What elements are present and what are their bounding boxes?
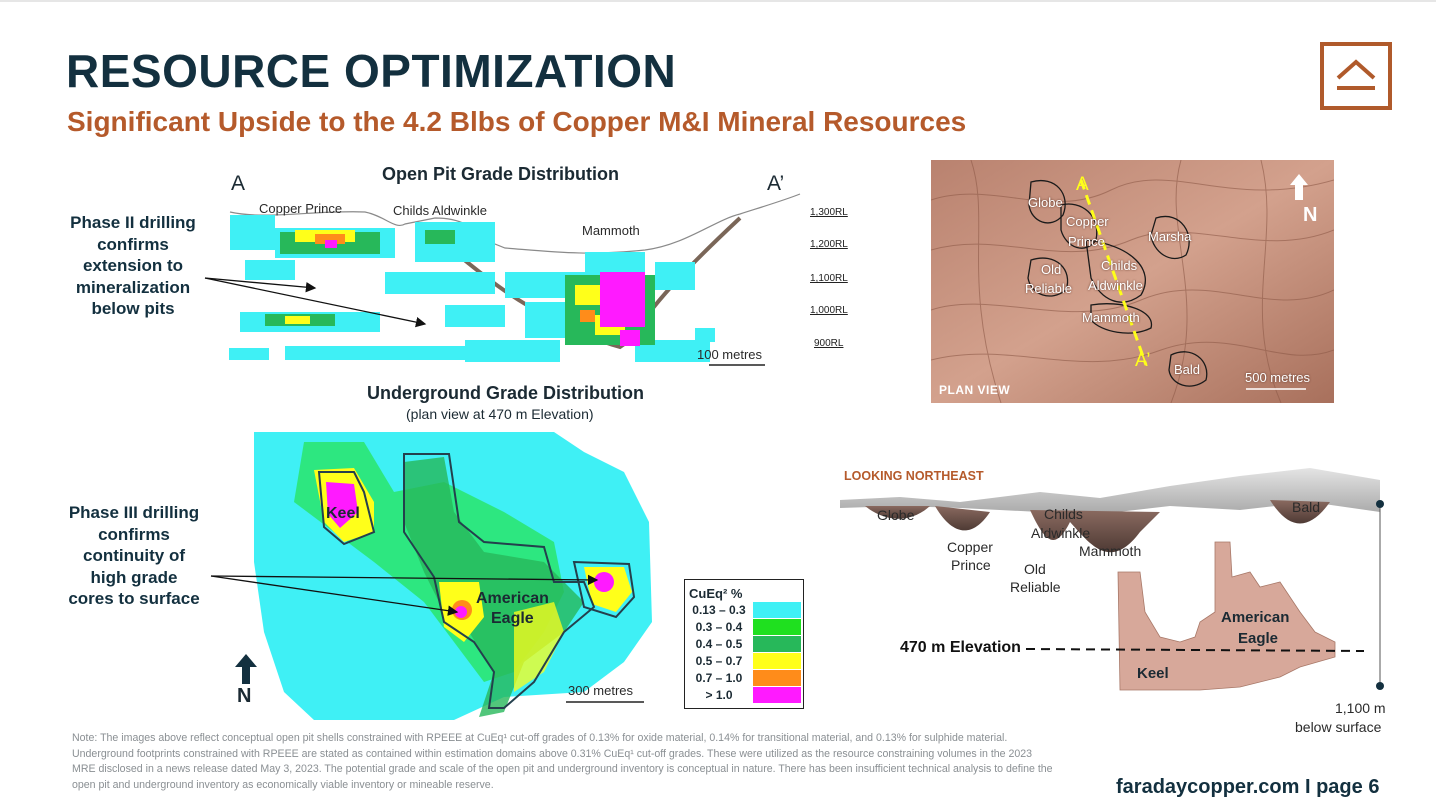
legend-row: 0.5 – 0.7 xyxy=(685,653,803,670)
disclaimer-note: Note: The images above reflect conceptua… xyxy=(72,732,1053,791)
plan-section-a-label: A xyxy=(1076,174,1089,195)
ne-label-keel: Keel xyxy=(1137,665,1169,682)
legend-swatch xyxy=(753,619,801,635)
ne-label-bald: Bald xyxy=(1292,499,1321,515)
legend-row: 0.3 – 0.4 xyxy=(685,619,803,636)
elevation-label: 470 m Elevation xyxy=(900,639,1021,656)
pit-label-mammoth: Mammoth xyxy=(582,223,640,238)
section-end-label: A’ xyxy=(767,172,785,195)
legend-label: 0.3 – 0.4 xyxy=(695,620,743,634)
legend-row: 0.13 – 0.3 xyxy=(685,602,803,619)
open-pit-title: Open Pit Grade Distribution xyxy=(382,164,620,184)
ne-label-eagle: Eagle xyxy=(1238,630,1279,647)
legend-swatch xyxy=(753,687,801,703)
deposit-label-marsha: Marsha xyxy=(1148,229,1192,244)
plan-north-arrow-icon xyxy=(1290,174,1308,200)
rl-label: 1,000RL xyxy=(810,305,848,316)
zone-label-american: American xyxy=(476,590,549,607)
legend-title: CuEq² % xyxy=(689,586,743,601)
plan-scale-label: 500 metres xyxy=(1245,370,1311,385)
grade-legend: CuEq² % 0.13 – 0.3 0.3 – 0.4 0.4 – 0.5 0… xyxy=(684,579,804,709)
deposit-label-reliable: Reliable xyxy=(1025,281,1072,296)
underground-caption: (plan view at 470 m Elevation) xyxy=(406,406,594,422)
looking-northeast-heading: LOOKING NORTHEAST xyxy=(844,469,984,483)
ne-label-old: Old xyxy=(1024,561,1046,577)
legend-swatch xyxy=(753,636,801,652)
ne-label-copper: Copper xyxy=(947,539,993,555)
rl-label: 1,100RL xyxy=(810,273,848,284)
deposit-label-old: Old xyxy=(1041,262,1062,277)
page-footer: faradaycopper.com I page 6 xyxy=(1116,776,1380,798)
open-pit-cross-section xyxy=(229,193,801,366)
legend-label: 0.4 – 0.5 xyxy=(695,637,743,651)
ne-label-reliable: Reliable xyxy=(1010,579,1061,595)
section-start-label: A xyxy=(231,172,246,195)
ne-label-american: American xyxy=(1221,609,1290,626)
north-label: N xyxy=(237,685,252,707)
plan-north-label: N xyxy=(1303,204,1318,226)
phase-3-callout: Phase III drilling confirms continuity o… xyxy=(68,503,200,608)
zone-label-keel: Keel xyxy=(326,505,360,522)
deposit-label-bald: Bald xyxy=(1174,362,1201,377)
phase-2-callout: Phase II drilling confirms extension to … xyxy=(70,213,196,318)
rl-label: 1,200RL xyxy=(810,239,848,250)
legend-label: 0.13 – 0.3 xyxy=(692,603,746,617)
deposit-label-aldwinkle: Aldwinkle xyxy=(1088,278,1143,293)
legend-label: 0.7 – 1.0 xyxy=(695,671,743,685)
plan-section-a-prime-label: A’ xyxy=(1135,350,1151,371)
ne-label-globe: Globe xyxy=(877,507,915,523)
legend-row: > 1.0 xyxy=(685,687,803,704)
phase-3-arrows xyxy=(210,574,599,616)
phase-2-arrows xyxy=(204,277,427,328)
roof-logo-icon xyxy=(1336,59,1376,90)
north-arrow-icon xyxy=(235,654,257,684)
legend-label: > 1.0 xyxy=(705,688,733,702)
top-divider xyxy=(0,0,1436,2)
pit-label-copper-prince: Copper Prince xyxy=(259,201,343,216)
pit-label-childs-aldwinkle: Childs Aldwinkle xyxy=(393,203,487,218)
page-subtitle: Significant Upside to the 4.2 Blbs of Co… xyxy=(67,106,967,137)
legend-swatch xyxy=(753,602,801,618)
depth-caption-label: below surface xyxy=(1295,719,1382,735)
ne-label-childs: Childs xyxy=(1044,506,1083,522)
page-title: RESOURCE OPTIMIZATION xyxy=(66,45,677,97)
legend-swatch xyxy=(753,653,801,669)
deposit-label-mammoth: Mammoth xyxy=(1082,310,1140,325)
company-logo xyxy=(1320,42,1392,110)
rl-label: 1,300RL xyxy=(810,207,848,218)
zone-label-eagle: Eagle xyxy=(491,610,534,627)
underground-scale-label: 300 metres xyxy=(568,683,634,698)
plan-view-map xyxy=(931,160,1334,403)
underground-title: Underground Grade Distribution xyxy=(367,383,644,403)
plan-view-corner-label: PLAN VIEW xyxy=(939,383,1011,397)
open-pit-scale-label: 100 metres xyxy=(697,347,763,362)
terrain-map xyxy=(931,160,1334,403)
rl-label: 900RL xyxy=(814,338,844,349)
depth-value-label: 1,100 m xyxy=(1335,700,1386,716)
ne-label-aldwinkle: Aldwinkle xyxy=(1031,525,1091,541)
ne-label-mammoth: Mammoth xyxy=(1079,543,1142,559)
deposit-label-prince: Prince xyxy=(1068,234,1105,249)
legend-row: 0.4 – 0.5 xyxy=(685,636,803,653)
northeast-3d-section xyxy=(840,468,1384,691)
legend-swatch xyxy=(753,670,801,686)
deposit-label-copper: Copper xyxy=(1066,214,1109,229)
ne-label-prince: Prince xyxy=(951,557,991,573)
deposit-label-globe: Globe xyxy=(1028,195,1063,210)
underground-plan-map xyxy=(254,432,652,720)
deposit-label-childs: Childs xyxy=(1101,258,1138,273)
legend-label: 0.5 – 0.7 xyxy=(695,654,743,668)
legend-row: 0.7 – 1.0 xyxy=(685,670,803,687)
